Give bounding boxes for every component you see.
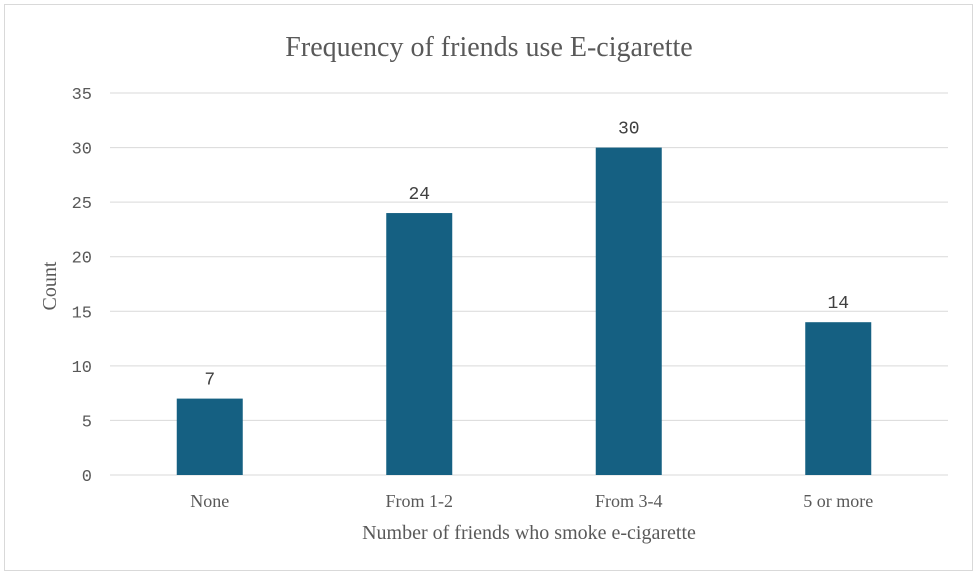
data-label: 30 [618,120,640,140]
bar-from-3-4 [595,147,662,476]
x-tick-label: From 1-2 [386,491,454,511]
chart-title: Frequency of friends use E-cigarette [285,32,692,63]
data-label: 7 [204,371,215,391]
chart-frame [4,4,973,571]
data-labels: 7 24 30 14 [204,120,849,391]
y-tick-labels: 0 5 10 15 20 25 30 35 [72,86,92,487]
y-tick-label: 20 [72,250,92,269]
bar-5-or-more [805,322,872,475]
bars [176,147,872,476]
y-tick-label: 30 [72,141,92,160]
bar-none [176,398,243,475]
y-tick-label: 10 [72,359,92,378]
x-axis-title: Number of friends who smoke e-cigarette [362,522,696,544]
y-tick-label: 25 [72,195,92,214]
data-label: 24 [408,185,430,205]
x-tick-label: None [190,491,229,511]
y-tick-label: 0 [82,468,92,487]
y-tick-label: 5 [82,413,92,432]
y-tick-label: 15 [72,304,92,323]
data-label: 14 [827,294,849,314]
x-tick-label: 5 or more [803,491,873,511]
bar-from-1-2 [386,213,453,476]
x-tick-labels: None From 1-2 From 3-4 5 or more [190,491,873,511]
y-tick-label: 35 [72,86,92,105]
y-axis-title: Count [39,261,61,310]
x-tick-label: From 3-4 [595,491,663,511]
